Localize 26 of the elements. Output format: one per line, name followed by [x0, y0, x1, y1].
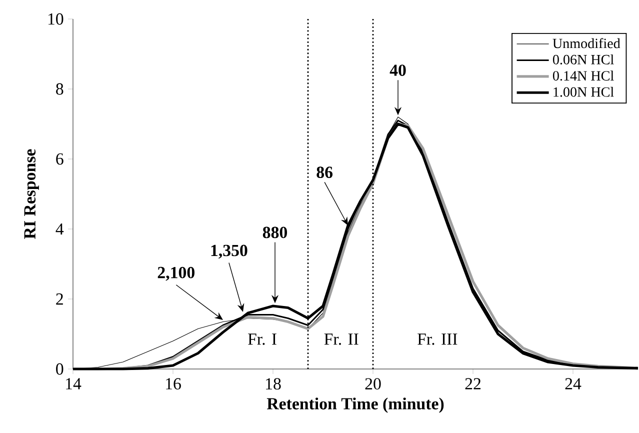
y-axis-title: RI Response	[24, 149, 39, 239]
legend-label: Unmodified	[552, 38, 620, 48]
x-tick-label: 14	[66, 378, 82, 390]
annotation: 1,350	[211, 244, 248, 259]
x-tick-label: 22	[465, 378, 480, 390]
x-tick-label: 16	[166, 378, 181, 390]
y-tick-label: 8	[56, 83, 64, 95]
annotation: 86	[316, 166, 333, 178]
x-axis-title: Retention Time (minute)	[266, 398, 444, 413]
y-tick-label: 0	[56, 363, 64, 375]
y-tick-label: 2	[56, 293, 63, 305]
annotation: 2,100	[158, 266, 194, 281]
legend-label: 1.00N HCl	[554, 86, 614, 97]
x-tick-label: 24	[565, 378, 582, 390]
annotation: Fr. II	[324, 334, 358, 345]
y-tick-label: 4	[56, 223, 64, 235]
annotation: 40	[390, 64, 406, 76]
y-tick-label: 6	[56, 153, 64, 165]
x-tick-label: 20	[365, 378, 381, 390]
y-tick-label: 10	[48, 13, 64, 25]
annotation: Fr. I	[248, 334, 276, 345]
legend-label: 0.06N HCl	[552, 54, 614, 64]
annotation: 880	[262, 226, 288, 238]
x-tick-label: 18	[266, 378, 281, 390]
annotation: Fr. III	[418, 334, 458, 345]
legend-label: 0.14N HCl	[552, 70, 614, 81]
